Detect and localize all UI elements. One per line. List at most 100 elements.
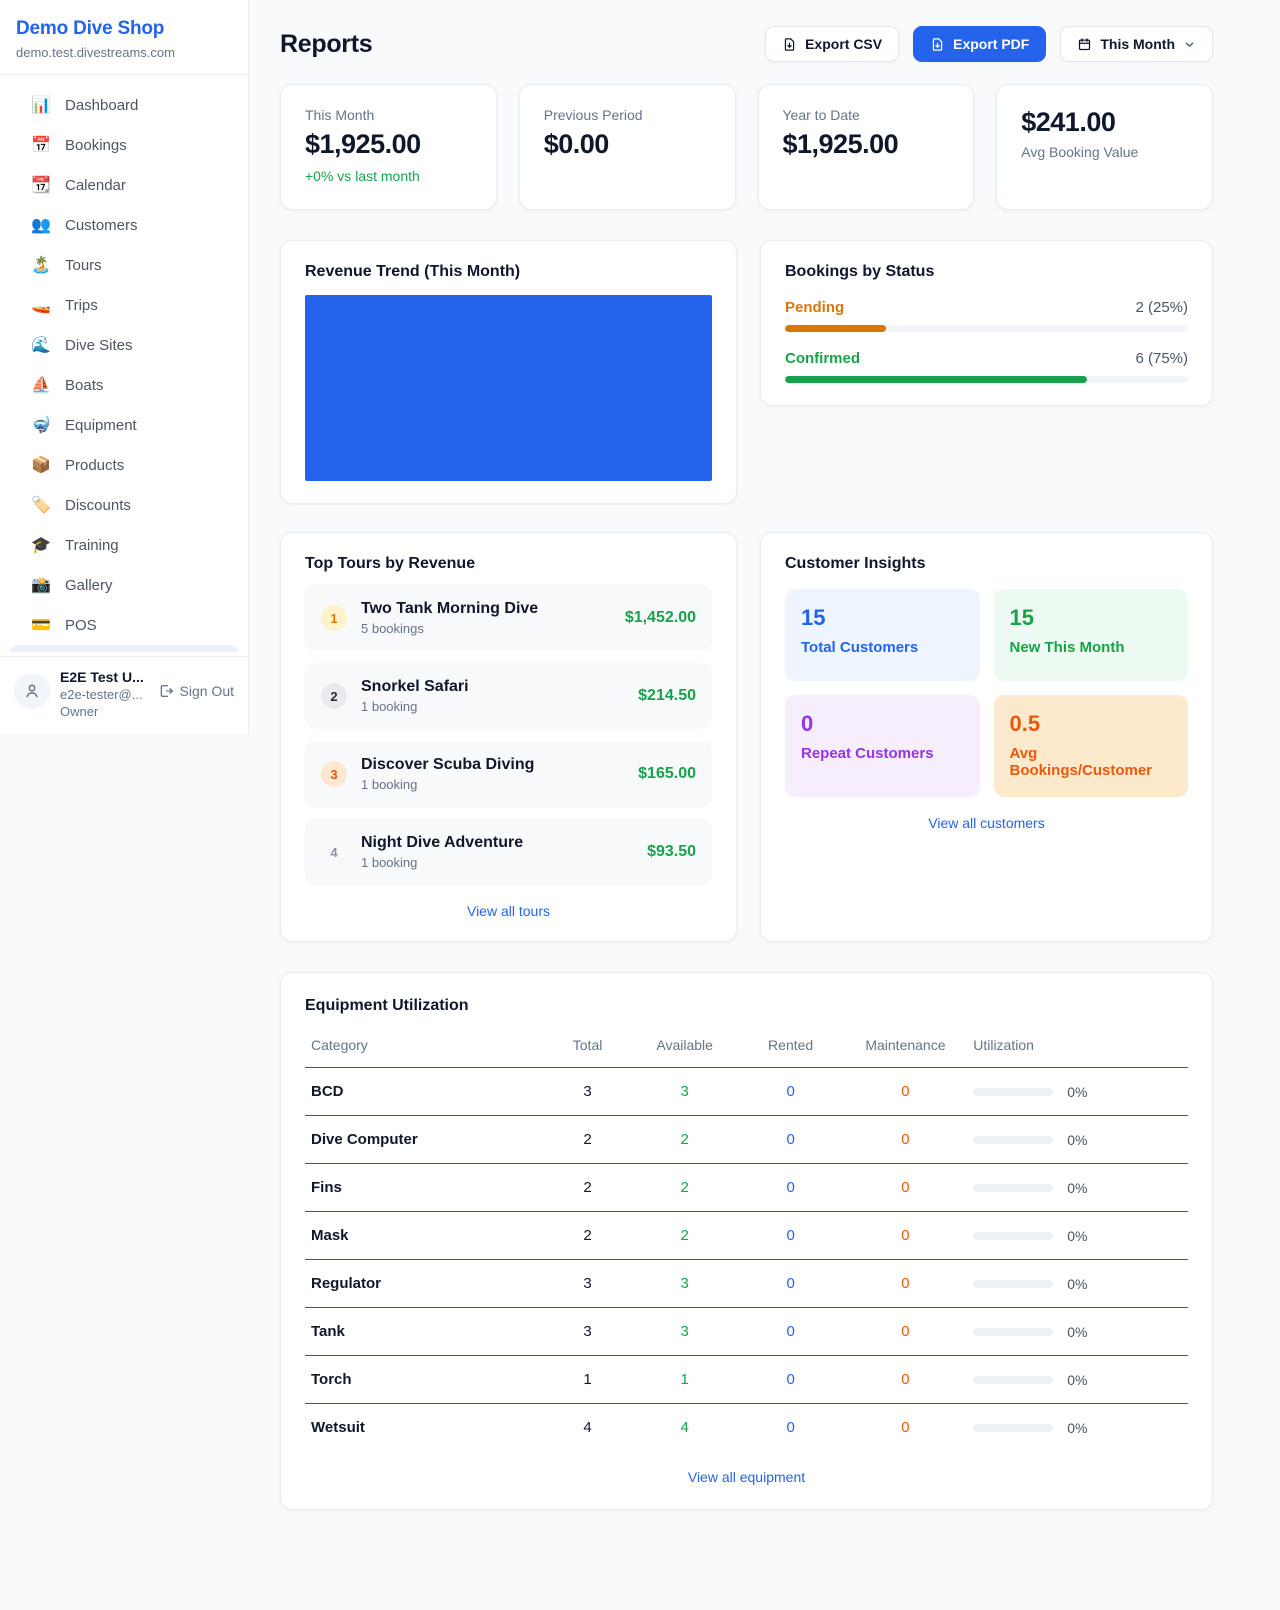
tile-total-customers: 15 Total Customers bbox=[785, 589, 980, 681]
avatar bbox=[14, 673, 50, 709]
sidebar-item-customers[interactable]: 👥 Customers bbox=[0, 205, 248, 245]
tile-repeat-customers: 0 Repeat Customers bbox=[785, 695, 980, 797]
shop-domain: demo.test.divestreams.com bbox=[16, 45, 175, 60]
stat-value: $0.00 bbox=[543, 129, 610, 159]
status-row-pending: Pending 2 (25%) bbox=[785, 299, 1188, 332]
cell-total: 2 bbox=[543, 1115, 632, 1164]
sign-out-button[interactable]: Sign Out bbox=[158, 683, 234, 699]
utilization-bar bbox=[973, 1375, 1054, 1384]
tile-label: Total Customers bbox=[801, 639, 919, 656]
header-actions: Export CSV Export PDF This Month bbox=[765, 26, 1213, 62]
view-all-tours-link[interactable]: View all tours bbox=[466, 903, 550, 919]
user-name: E2E Test U... bbox=[60, 669, 144, 685]
cell-category: Wetsuit bbox=[311, 1419, 365, 1436]
cell-category: Tank bbox=[305, 1307, 544, 1356]
export-pdf-button[interactable]: Export PDF bbox=[913, 26, 1047, 62]
sidebar-item-trips[interactable]: 🚤 Trips bbox=[0, 285, 248, 325]
sidebar-item-tours[interactable]: 🏝️ Tours bbox=[0, 245, 248, 285]
utilization-bar bbox=[973, 1327, 1054, 1336]
tour-row[interactable]: 2 Snorkel Safari 1 booking $214.50 bbox=[305, 663, 712, 729]
sidebar-item-bookings[interactable]: 📅 Bookings bbox=[0, 125, 248, 165]
cell-total: 4 bbox=[583, 1419, 592, 1436]
sidebar-item-products[interactable]: 📦 Products bbox=[0, 445, 248, 485]
status-count: 6 (75%) bbox=[1135, 350, 1188, 367]
tile-label: Avg Bookings/Customer bbox=[1009, 745, 1153, 779]
tile-value: 15 bbox=[801, 605, 826, 630]
tour-row[interactable]: 3 Discover Scuba Diving 1 booking $165.00 bbox=[305, 741, 712, 807]
utilization-percent: 0% bbox=[1067, 1275, 1088, 1292]
export-csv-label: Export CSV bbox=[805, 36, 883, 52]
table-row: Wetsuit 4 4 0 0 0% bbox=[305, 1404, 1188, 1452]
sidebar-item-discounts[interactable]: 🏷️ Discounts bbox=[0, 485, 248, 525]
cell-available: 3 bbox=[631, 1307, 738, 1356]
sidebar-item-boats[interactable]: ⛵ Boats bbox=[0, 365, 248, 405]
stat-card-previous-period: Previous Period $0.00 bbox=[518, 84, 736, 210]
person-icon bbox=[26, 684, 38, 698]
cell-rented: 0 bbox=[737, 1355, 844, 1404]
sidebar-item-label: Gallery bbox=[65, 576, 113, 594]
cell-maintenance: 0 bbox=[843, 1115, 968, 1164]
export-csv-button[interactable]: Export CSV bbox=[765, 26, 900, 62]
status-bar-track bbox=[785, 325, 1188, 332]
status-row-confirmed: Confirmed 6 (75%) bbox=[785, 350, 1188, 383]
sidebar-item-dashboard[interactable]: 📊 Dashboard bbox=[0, 85, 248, 125]
cell-total: 2 bbox=[543, 1211, 632, 1260]
period-dropdown[interactable]: This Month bbox=[1060, 26, 1213, 62]
cell-available: 4 bbox=[680, 1419, 689, 1436]
tag-icon: 🏷️ bbox=[31, 497, 51, 514]
top-tours-title: Top Tours by Revenue bbox=[305, 555, 476, 572]
cell-available: 1 bbox=[631, 1355, 738, 1404]
table-row: BCD 3 3 0 0 0% bbox=[305, 1067, 1188, 1116]
revenue-trend-chart bbox=[305, 295, 712, 481]
stat-card-year-to-date: Year to Date $1,925.00 bbox=[757, 84, 975, 210]
equipment-table: Category Total Available Rented Maintena… bbox=[305, 1029, 1188, 1451]
sidebar-item-training[interactable]: 🎓 Training bbox=[0, 525, 248, 565]
table-row: Torch 1 1 0 0 0% bbox=[305, 1355, 1188, 1404]
utilization-bar bbox=[973, 1135, 1054, 1144]
stat-value: $241.00 bbox=[1021, 107, 1116, 137]
tour-bookings: 1 booking bbox=[361, 699, 418, 714]
tour-row[interactable]: 1 Two Tank Morning Dive 5 bookings $1,452… bbox=[305, 585, 712, 651]
people-icon: 👥 bbox=[31, 217, 51, 234]
tour-revenue: $214.50 bbox=[638, 687, 696, 704]
view-all-equipment-link[interactable]: View all equipment bbox=[687, 1469, 806, 1485]
cell-total: 3 bbox=[543, 1067, 632, 1116]
utilization-percent: 0% bbox=[1067, 1371, 1088, 1388]
sidebar-item-calendar[interactable]: 📆 Calendar bbox=[0, 165, 248, 205]
sidebar: Demo Dive Shop demo.test.divestreams.com… bbox=[0, 0, 249, 733]
tile-value: 0.5 bbox=[1009, 711, 1041, 736]
top-tours-card: Top Tours by Revenue 1 Two Tank Morning … bbox=[280, 532, 737, 942]
tour-revenue: $93.50 bbox=[647, 843, 696, 860]
cell-maintenance: 0 bbox=[843, 1355, 968, 1404]
tear-off-calendar-icon: 📆 bbox=[31, 177, 51, 194]
sidebar-item-reports-partial[interactable] bbox=[10, 645, 238, 652]
sidebar-item-label: Trips bbox=[65, 296, 98, 314]
customer-insights-card: Customer Insights 15 Total Customers 15 … bbox=[760, 532, 1213, 942]
user-email: e2e-tester@... bbox=[60, 687, 143, 702]
tile-value: 15 bbox=[1009, 605, 1034, 630]
sidebar-item-dive-sites[interactable]: 🌊 Dive Sites bbox=[0, 325, 248, 365]
view-all-customers-link[interactable]: View all customers bbox=[928, 815, 1045, 831]
sidebar-item-label: Training bbox=[65, 536, 119, 554]
equipment-utilization-title: Equipment Utilization bbox=[305, 997, 469, 1014]
tour-row[interactable]: 4 Night Dive Adventure 1 booking $93.50 bbox=[305, 819, 712, 885]
cell-category: Regulator bbox=[305, 1259, 544, 1308]
cell-category: Fins bbox=[305, 1163, 544, 1212]
camera-icon: 📸 bbox=[31, 577, 51, 594]
tour-name: Two Tank Morning Dive bbox=[361, 600, 539, 617]
tile-avg-bookings-customer: 0.5 Avg Bookings/Customer bbox=[993, 695, 1188, 797]
calendar-date-icon: 📅 bbox=[31, 137, 51, 154]
cell-maintenance: 0 bbox=[901, 1419, 910, 1436]
logout-icon bbox=[160, 685, 173, 697]
tour-revenue: $1,452.00 bbox=[624, 609, 696, 626]
sidebar-item-gallery[interactable]: 📸 Gallery bbox=[0, 565, 248, 605]
sign-out-label: Sign Out bbox=[179, 683, 234, 699]
row-tours-customers: Top Tours by Revenue 1 Two Tank Morning … bbox=[280, 532, 1213, 942]
column-header-maintenance: Maintenance bbox=[843, 1029, 968, 1068]
sidebar-item-equipment[interactable]: 🤿 Equipment bbox=[0, 405, 248, 445]
row-revenue-status: Revenue Trend (This Month) Bookings by S… bbox=[280, 240, 1213, 504]
sidebar-item-label: Tours bbox=[65, 256, 102, 274]
sidebar-item-pos[interactable]: 💳 POS bbox=[0, 605, 248, 645]
stat-value: $1,925.00 bbox=[305, 129, 421, 159]
revenue-trend-card: Revenue Trend (This Month) bbox=[280, 240, 737, 504]
